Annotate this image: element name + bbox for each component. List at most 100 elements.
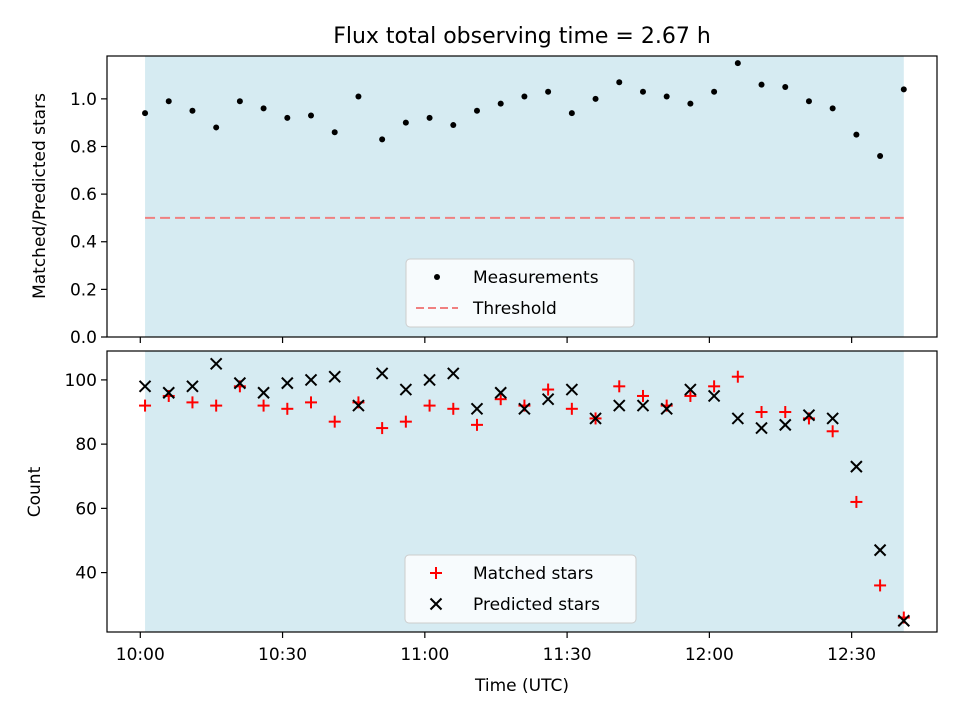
matched-star-point — [210, 399, 223, 412]
cross-stroke-b — [541, 392, 555, 406]
cross-stroke-b — [494, 386, 507, 399]
measurement-point — [900, 86, 907, 93]
cross-stroke-b — [304, 373, 318, 387]
predicted-star-point — [873, 543, 887, 557]
measurement-point — [853, 131, 860, 138]
measurement-point — [545, 88, 552, 95]
predicted-star-point — [352, 399, 365, 412]
measurement-point — [379, 136, 386, 143]
y-tick-label: 1.0 — [70, 90, 97, 110]
cross-stroke-b — [613, 399, 626, 412]
matched-star-point — [684, 389, 697, 402]
bottom-x-ticks: 10:00 10:30 11:00 11:30 12:00 12:30 — [116, 632, 876, 665]
measurement-point — [260, 105, 267, 112]
predicted-star-point — [541, 392, 555, 406]
predicted-star-point — [660, 402, 673, 416]
legend-predicted-marker — [429, 597, 443, 611]
legend-cross-marker — [429, 597, 443, 611]
cross-stroke-b — [565, 383, 579, 396]
matched-star-point — [139, 399, 152, 412]
cross-stroke-b — [826, 412, 839, 425]
legend-predicted-label: Predicted stars — [473, 595, 600, 615]
matched-star-point — [470, 418, 483, 431]
bottom-y-axis-label: Count — [25, 466, 45, 517]
cross-stroke-b — [162, 386, 175, 399]
top-y-ticks: 0.0 0.2 0.4 0.6 0.8 1.0 — [70, 90, 107, 348]
cross-stroke-b — [684, 383, 697, 396]
measurement-point — [402, 119, 409, 126]
cross-stroke-b — [589, 412, 602, 425]
measurement-point — [521, 93, 528, 100]
matched-star-point — [874, 579, 887, 592]
predicted-star-point — [281, 376, 294, 390]
measurement-point — [568, 110, 575, 117]
cross-stroke-b — [328, 370, 341, 383]
x-tick-label: 11:00 — [400, 645, 449, 665]
predicted-star-point — [138, 380, 152, 393]
predicted-star-point — [375, 367, 389, 380]
bottom-y-ticks: 40 60 80 100 — [65, 371, 107, 584]
measurement-point — [189, 107, 196, 114]
measurement-point — [687, 100, 694, 107]
predicted-star-point — [636, 399, 650, 412]
cross-stroke-b — [375, 367, 389, 380]
matched-star-point — [565, 402, 578, 415]
measurement-point — [616, 79, 623, 86]
cross-stroke-b — [423, 373, 436, 387]
measurement-point — [758, 81, 765, 88]
top-legend-box — [405, 258, 635, 328]
predicted-star-point — [731, 412, 745, 425]
cross-stroke-b — [755, 421, 768, 435]
cross-stroke-b — [470, 402, 484, 416]
cross-stroke-b — [281, 376, 294, 390]
bottom-legend: Matched stars Predicted stars — [404, 554, 637, 624]
cross-stroke-b — [138, 380, 152, 393]
top-panel: 0.0 0.2 0.4 0.6 0.8 1.0 Matched/Predicted sta… — [30, 55, 938, 348]
top-legend: Measurements Threshold — [405, 258, 635, 328]
y-tick-label: 0.4 — [70, 233, 97, 253]
matched-star-point — [542, 383, 555, 396]
predicted-star-point — [233, 376, 247, 390]
predicted-star-point — [707, 389, 721, 403]
cross-stroke-b — [779, 418, 792, 432]
measurement-point — [426, 114, 433, 121]
matched-star-point — [423, 399, 436, 412]
predicted-stars-points — [138, 357, 911, 627]
measurement-point — [711, 88, 718, 95]
measurement-point — [877, 153, 884, 160]
legend-threshold-label: Threshold — [472, 299, 557, 319]
y-tick-label: 0.6 — [70, 185, 97, 205]
cross-stroke-b — [802, 409, 816, 422]
matched-star-point — [305, 396, 318, 409]
predicted-star-point — [779, 418, 792, 432]
measurement-point — [331, 129, 338, 136]
y-tick-label: 60 — [75, 499, 97, 519]
matched-star-point — [731, 370, 744, 383]
legend-plus-marker — [430, 567, 442, 579]
measurement-point — [308, 112, 315, 119]
predicted-star-point — [494, 386, 507, 399]
matched-star-point — [376, 422, 389, 435]
matched-star-point — [613, 380, 626, 393]
measurement-point — [165, 98, 172, 105]
top-x-ticks — [139, 337, 853, 343]
cross-stroke-b — [399, 383, 413, 396]
predicted-star-point — [423, 373, 436, 387]
legend-measurement-marker — [434, 274, 440, 280]
measurement-point — [829, 105, 836, 112]
top-axes-frame — [106, 55, 938, 338]
y-tick-label: 80 — [75, 435, 97, 455]
measurement-point — [639, 88, 646, 95]
y-tick-label: 0.0 — [70, 328, 97, 348]
x-axis-label: Time (UTC) — [474, 676, 569, 696]
cross-stroke-b — [731, 412, 745, 425]
cross-stroke-b — [209, 357, 223, 371]
predicted-star-point — [257, 386, 270, 399]
cross-stroke-b — [233, 376, 247, 390]
matched-star-point — [186, 396, 199, 409]
predicted-star-point — [209, 357, 223, 371]
legend-measurements-label: Measurements — [473, 268, 599, 288]
measurement-point — [473, 107, 480, 114]
predicted-star-point — [613, 399, 626, 412]
bottom-panel: 40 60 80 100 10:00 10:30 11:00 11:30 12:00 12:30… — [25, 350, 938, 696]
